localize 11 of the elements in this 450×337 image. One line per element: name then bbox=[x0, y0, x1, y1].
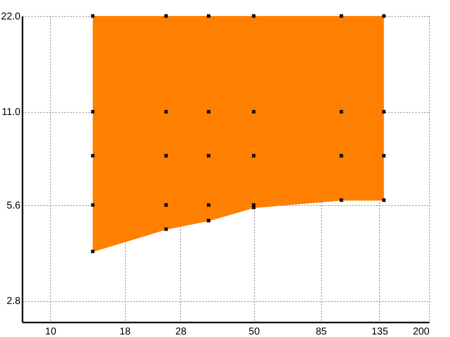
y-tick-label: 11.0 bbox=[2, 107, 21, 118]
y-tick-label: 22.0 bbox=[1, 12, 21, 22]
y-tick-label: 2.8 bbox=[6, 296, 21, 308]
x-tick-label: 50 bbox=[248, 326, 260, 337]
x-tick-label: 18 bbox=[119, 326, 132, 337]
x-tick-label: 135 bbox=[371, 326, 389, 337]
x-tick-label: 28 bbox=[175, 326, 187, 337]
x-tick-label: 85 bbox=[316, 326, 328, 337]
y-tick-label: 5.6 bbox=[6, 200, 21, 212]
x-tick-label: 10 bbox=[45, 326, 57, 337]
x-tick-label: 200 bbox=[412, 326, 430, 337]
